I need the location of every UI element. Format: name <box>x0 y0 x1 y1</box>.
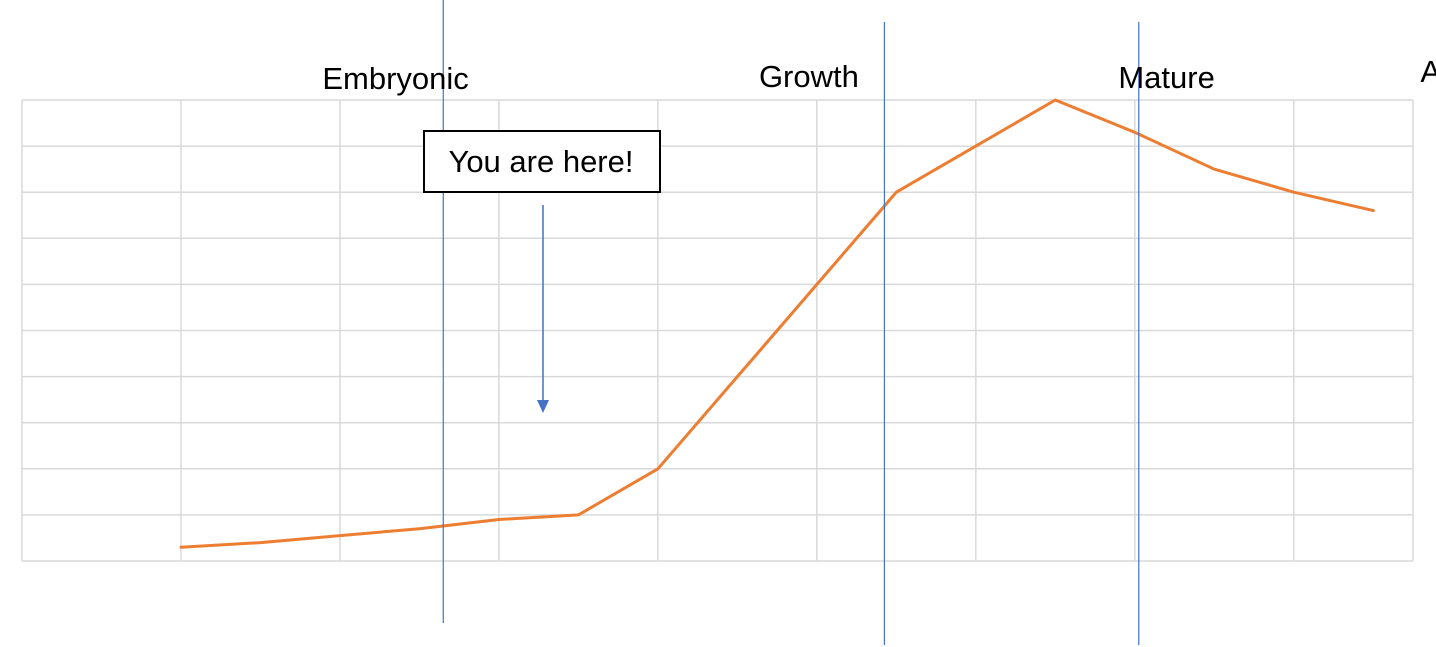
callout: You are here! <box>423 130 661 413</box>
stage-label: Embryonic <box>322 61 468 96</box>
stage-dividers <box>442 0 1140 645</box>
stage-label: Ageing <box>1420 54 1436 89</box>
callout-box <box>423 130 661 193</box>
chart-gridlines <box>21 99 1414 562</box>
stage-labels: Embryonic Growth Mature Ageing <box>322 54 1436 96</box>
callout-arrow-head <box>537 400 549 413</box>
callout-text: You are here! <box>448 144 633 179</box>
series-line <box>179 98 1375 549</box>
stage-label: Mature <box>1118 60 1214 95</box>
stage-label: Growth <box>759 59 859 94</box>
series-line-layer <box>179 98 1375 549</box>
